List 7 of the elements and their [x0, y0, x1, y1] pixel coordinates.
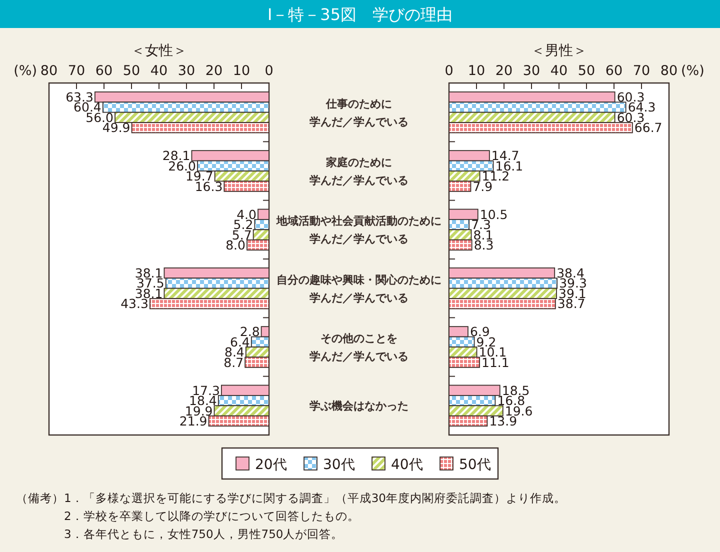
note: （備考）: [16, 491, 64, 505]
subtitle: ＜男性＞: [531, 43, 587, 59]
note: 2．学校を卒業して以降の学びについて回答したもの。: [64, 509, 360, 523]
subtitle: ＜女性＞: [131, 43, 187, 59]
note: 3．各年代ともに，女性750人，男性750人が回答。: [64, 527, 344, 541]
title: Ⅰ－特－35図 学びの理由: [267, 5, 453, 24]
note: 1．「多様な選択を可能にする学びに関する調査」（平成30年度内閣府委託調査）より作成。: [64, 491, 566, 505]
